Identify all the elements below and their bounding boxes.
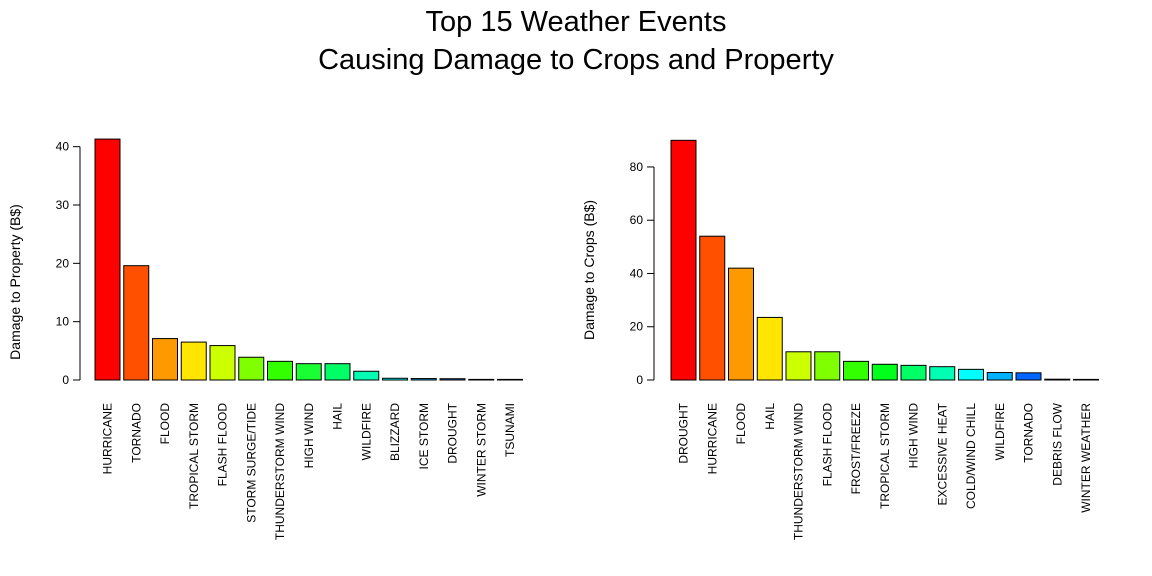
property-bar-10: [382, 377, 408, 381]
crops-category-label-11: WILDFIRE: [993, 403, 1007, 460]
crops-category-label-6: FROST/FREEZE: [849, 403, 863, 494]
property-bar-12: [439, 378, 466, 381]
crops-category-label-2: FLOOD: [734, 403, 748, 445]
crops-category-label-12: TORNADO: [1022, 403, 1036, 463]
property-y-tick-label-1: 10: [56, 315, 70, 329]
crops-bar-7: [871, 363, 898, 381]
property-category-label-13: WINTER STORM: [474, 403, 488, 497]
crops-category-label-4: THUNDERSTORM WIND: [792, 403, 806, 540]
crops-category-label-1: HURRICANE: [705, 403, 719, 474]
crops-y-tick-label-4: 80: [630, 160, 644, 174]
crops-bar-4: [785, 351, 812, 381]
property-category-label-5: STORM SURGE/TIDE: [244, 403, 258, 523]
crops-category-label-3: HAIL: [763, 403, 777, 430]
property-category-label-1: TORNADO: [129, 403, 143, 463]
property-category-label-2: FLOOD: [158, 403, 172, 445]
chart-title-line-2: Causing Damage to Crops and Property: [318, 44, 834, 76]
property-category-label-3: TROPICAL STORM: [187, 403, 201, 509]
property-category-label-11: ICE STORM: [417, 403, 431, 469]
crops-category-label-0: DROUGHT: [677, 402, 691, 463]
crops-bar-10: [958, 368, 984, 381]
property-category-label-0: HURRICANE: [101, 403, 115, 474]
crops-category-label-8: HIGH WIND: [907, 403, 921, 469]
property-bar-1: [123, 265, 150, 381]
property-bar-0: [94, 138, 121, 381]
property-bar-8: [324, 363, 351, 381]
property-category-label-7: HIGH WIND: [302, 403, 316, 469]
chart-title-line-1: Top 15 Weather Events: [425, 6, 727, 38]
crops-category-label-9: EXCESSIVE HEAT: [935, 402, 949, 505]
crops-bar-6: [843, 360, 869, 381]
crops-category-label-10: COLD/WIND CHILL: [964, 403, 978, 509]
property-bar-6: [267, 360, 293, 381]
property-bar-2: [152, 338, 178, 381]
property-y-tick-label-0: 0: [62, 373, 69, 387]
crops-y-tick-label-1: 20: [630, 320, 644, 334]
crops-y-tick-label-0: 0: [636, 373, 643, 387]
crops-bar-13: [1044, 378, 1071, 381]
crops-bar-8: [900, 364, 927, 381]
crops-category-label-14: WINTER WEATHER: [1079, 403, 1093, 513]
crops-bar-12: [1015, 372, 1042, 381]
crops-bar-11: [986, 372, 1013, 381]
crops-bar-2: [728, 267, 754, 381]
property-category-label-6: THUNDERSTORM WIND: [273, 403, 287, 540]
property-category-label-12: DROUGHT: [446, 402, 460, 463]
property-y-tick-label-2: 20: [56, 256, 70, 270]
property-bar-3: [180, 341, 207, 381]
property-category-label-14: TSUNAMI: [503, 403, 517, 457]
property-category-label-9: WILDFIRE: [359, 403, 373, 460]
crops-bar-3: [756, 316, 783, 381]
property-y-tick-label-4: 40: [56, 140, 70, 154]
property-bar-14: [497, 378, 523, 381]
crops-bar-5: [814, 351, 841, 381]
crops-category-label-5: FLASH FLOOD: [820, 403, 834, 487]
crops-category-label-13: DEBRIS FLOW: [1050, 402, 1064, 485]
property-bar-5: [238, 356, 265, 381]
crops-bar-0: [670, 139, 697, 381]
crops-bar-14: [1073, 378, 1099, 381]
property-category-label-10: BLIZZARD: [388, 403, 402, 461]
crops-y-axis-label: Damage to Crops (B$): [581, 200, 597, 340]
property-bar-4: [209, 345, 236, 381]
property-bar-13: [468, 378, 495, 381]
crops-bar-9: [929, 366, 956, 381]
property-bar-9: [353, 370, 380, 381]
crops-y-tick-label-2: 40: [630, 266, 644, 280]
property-y-axis-label: Damage to Property (B$): [7, 204, 23, 360]
property-bar-7: [295, 363, 322, 381]
property-bar-11: [410, 378, 437, 381]
property-category-label-8: HAIL: [331, 403, 345, 430]
property-y-tick-label-3: 30: [56, 198, 70, 212]
crops-category-label-7: TROPICAL STORM: [878, 403, 892, 509]
property-category-label-4: FLASH FLOOD: [216, 403, 230, 487]
crops-y-tick-label-3: 60: [630, 213, 644, 227]
crops-bar-1: [699, 235, 726, 381]
